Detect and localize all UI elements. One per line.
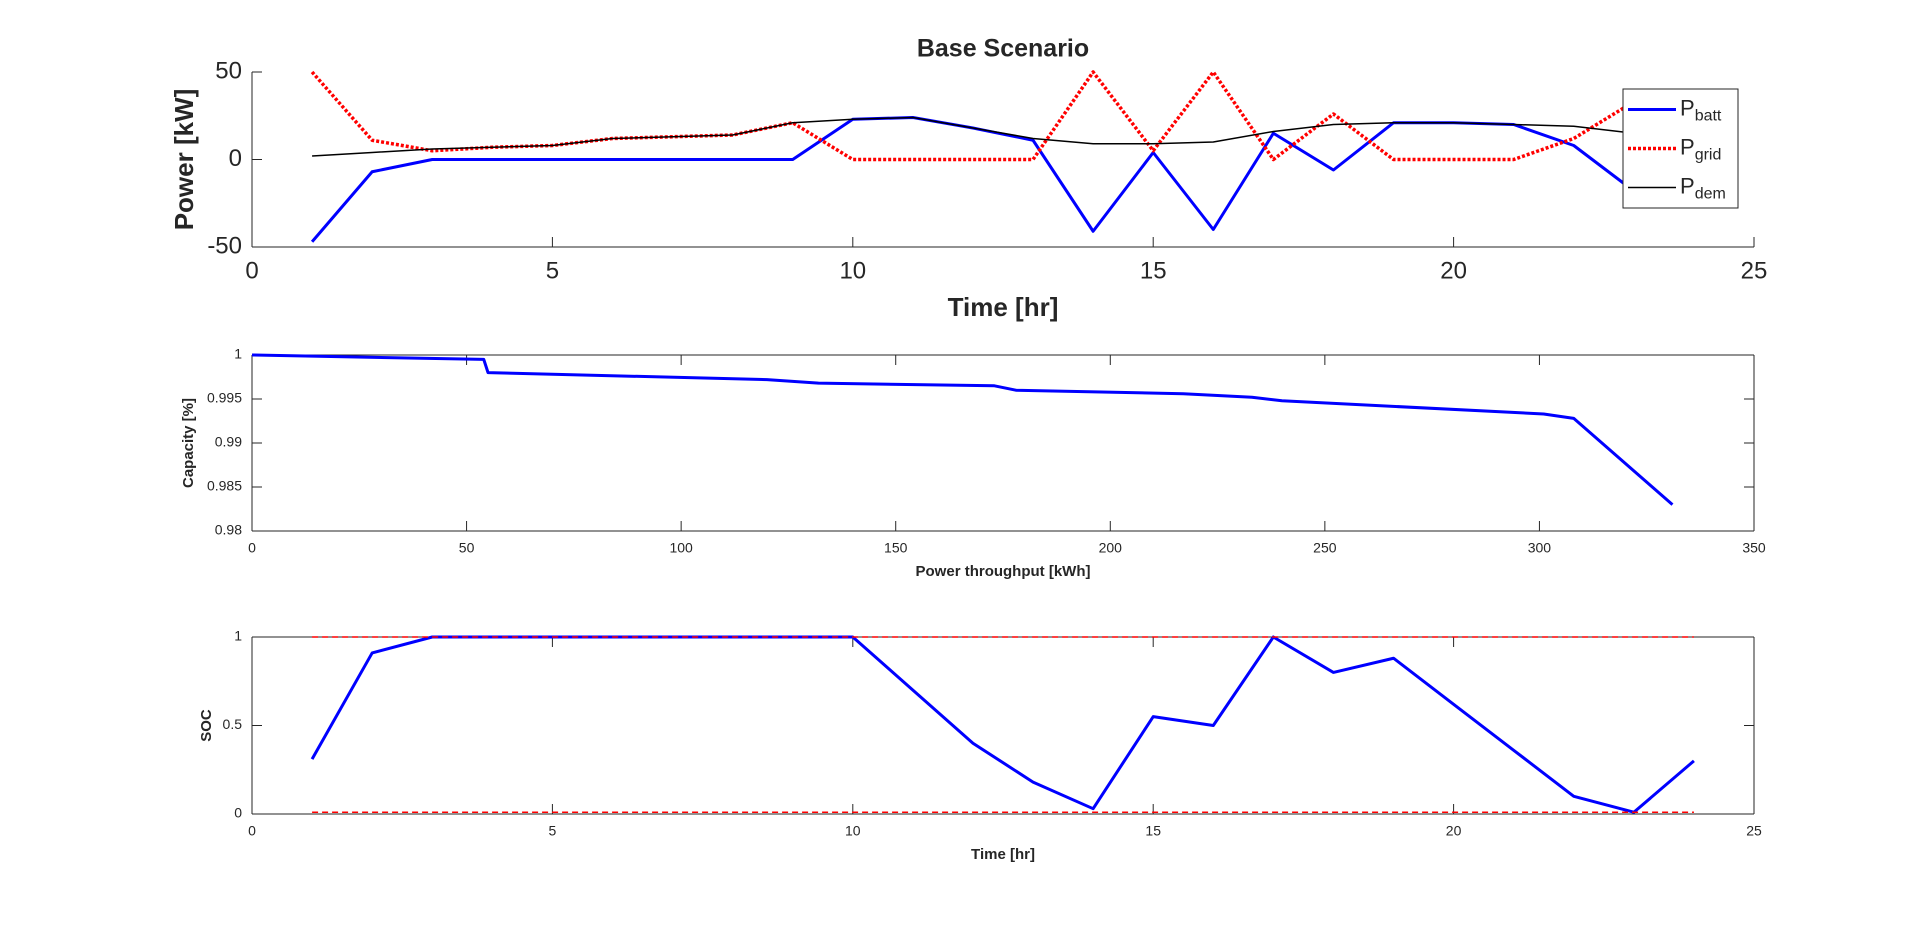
y-tick-label: 0.995 <box>207 390 242 406</box>
x-tick-label: 50 <box>459 540 475 556</box>
x-tick-label: 25 <box>1746 823 1762 839</box>
y-tick-label: 0.98 <box>215 522 242 538</box>
series-line <box>312 116 1694 157</box>
x-axis-label: Time [hr] <box>948 292 1059 322</box>
legend-label: Pdem <box>1680 173 1726 202</box>
y-tick-label: 0.99 <box>215 434 242 450</box>
x-tick-label: 250 <box>1313 540 1337 556</box>
series-line <box>251 353 1674 506</box>
x-tick-label: 15 <box>1140 257 1167 284</box>
y-tick-label: 0.985 <box>207 478 242 494</box>
x-tick-label: 15 <box>1145 823 1161 839</box>
y-tick-label: 0 <box>229 145 242 172</box>
x-tick-label: 0 <box>245 257 258 284</box>
x-tick-label: 10 <box>839 257 866 284</box>
y-tick-label: 0.5 <box>223 716 243 732</box>
x-axis-label: Time [hr] <box>971 846 1035 863</box>
x-tick-label: 0 <box>248 823 256 839</box>
x-axis-label: Power throughput [kWh] <box>916 563 1091 580</box>
y-axis-label: Capacity [%] <box>180 398 197 488</box>
x-tick-label: 5 <box>546 257 559 284</box>
x-tick-label: 5 <box>549 823 557 839</box>
x-tick-label: 150 <box>884 540 908 556</box>
legend-label: Pbatt <box>1680 95 1722 124</box>
y-tick-label: 50 <box>215 57 242 84</box>
x-tick-label: 200 <box>1099 540 1123 556</box>
legend-name: P <box>1680 173 1695 198</box>
y-tick-label: -50 <box>207 232 242 259</box>
x-tick-label: 100 <box>669 540 693 556</box>
legend-subscript: grid <box>1695 147 1722 164</box>
x-tick-label: 300 <box>1528 540 1552 556</box>
y-tick-label: 1 <box>234 628 242 644</box>
legend-name: P <box>1680 134 1695 159</box>
x-tick-label: 20 <box>1440 257 1467 284</box>
y-axis-label: SOC <box>198 709 215 742</box>
x-tick-label: 10 <box>845 823 861 839</box>
x-tick-label: 350 <box>1742 540 1766 556</box>
legend-subscript: dem <box>1695 186 1726 203</box>
y-tick-label: 1 <box>234 346 242 362</box>
x-tick-label: 25 <box>1741 257 1768 284</box>
y-axis-label: Power [kW] <box>169 89 199 231</box>
legend-name: P <box>1680 95 1695 120</box>
x-tick-label: 20 <box>1446 823 1462 839</box>
y-tick-label: 0 <box>234 805 242 821</box>
legend-subscript: batt <box>1695 108 1722 125</box>
x-tick-label: 0 <box>248 540 256 556</box>
legend-label: Pgrid <box>1680 134 1721 163</box>
chart-title: Base Scenario <box>917 35 1089 63</box>
